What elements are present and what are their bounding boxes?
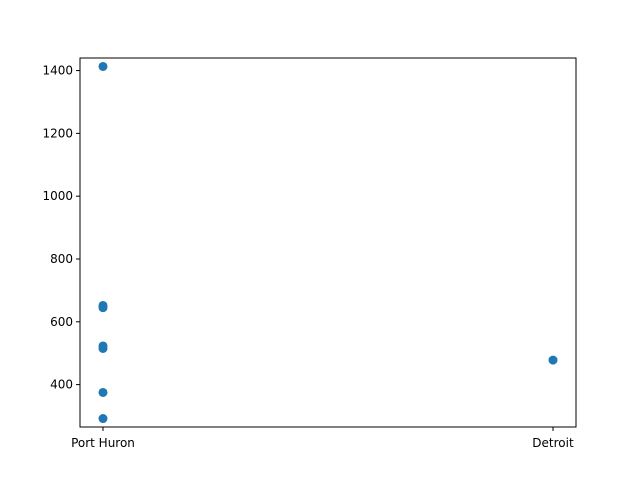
data-points — [98, 61, 558, 424]
y-tick-label: 600 — [50, 315, 73, 329]
y-tick-label: 400 — [50, 378, 73, 392]
y-tick-label: 1200 — [42, 126, 73, 140]
y-tick-label: 800 — [50, 252, 73, 266]
plot-area — [79, 57, 577, 428]
x-axis: Port Huron Detroit — [71, 427, 574, 450]
y-tick-label: 1000 — [42, 189, 73, 203]
data-point — [98, 387, 108, 397]
data-point — [98, 343, 108, 353]
data-point — [548, 355, 558, 365]
data-point — [98, 61, 108, 71]
y-axis: 400 600 800 1000 1200 1400 — [42, 64, 80, 392]
x-tick-label: Port Huron — [71, 436, 135, 450]
y-tick-label: 1400 — [42, 64, 73, 78]
data-point — [98, 414, 108, 424]
data-point — [98, 303, 108, 313]
x-tick-label: Detroit — [532, 436, 574, 450]
